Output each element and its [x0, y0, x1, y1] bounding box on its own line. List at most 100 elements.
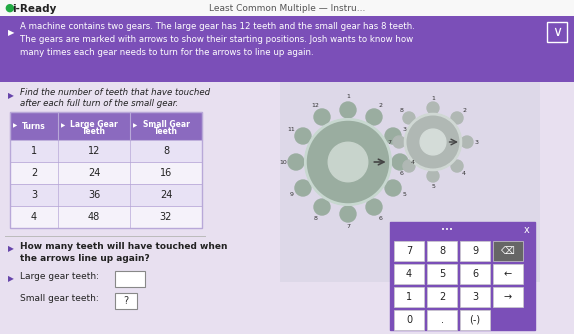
Text: ∨: ∨ — [552, 25, 562, 39]
FancyBboxPatch shape — [390, 222, 535, 238]
Circle shape — [451, 112, 463, 124]
Text: 3: 3 — [402, 127, 406, 132]
Text: Teeth: Teeth — [154, 127, 178, 136]
FancyBboxPatch shape — [460, 310, 490, 330]
Text: 7: 7 — [346, 224, 350, 229]
Circle shape — [314, 109, 330, 125]
FancyBboxPatch shape — [394, 287, 424, 307]
Text: 12: 12 — [88, 146, 100, 156]
Text: ●: ● — [4, 3, 14, 13]
Text: 6: 6 — [379, 216, 382, 221]
Text: ⌫: ⌫ — [501, 246, 515, 256]
FancyBboxPatch shape — [460, 287, 490, 307]
FancyBboxPatch shape — [493, 264, 523, 284]
Text: 1: 1 — [31, 146, 37, 156]
Text: 9: 9 — [290, 192, 294, 197]
Text: ▶: ▶ — [13, 124, 17, 129]
Text: ?: ? — [123, 296, 129, 306]
Circle shape — [366, 109, 382, 125]
Text: ▶: ▶ — [8, 91, 14, 100]
FancyBboxPatch shape — [0, 16, 574, 82]
Text: i-Ready: i-Ready — [12, 4, 56, 14]
FancyBboxPatch shape — [390, 222, 535, 330]
FancyBboxPatch shape — [0, 82, 574, 334]
Text: Find the number of teeth that have touched: Find the number of teeth that have touch… — [20, 88, 210, 97]
Text: 6: 6 — [400, 171, 404, 176]
Text: ▶: ▶ — [8, 244, 14, 253]
Text: 5: 5 — [439, 269, 445, 279]
Text: 2: 2 — [31, 168, 37, 178]
FancyBboxPatch shape — [460, 241, 490, 261]
Text: 12: 12 — [312, 103, 320, 108]
FancyBboxPatch shape — [115, 293, 137, 309]
Text: 7: 7 — [406, 246, 412, 256]
Text: Least Common Multiple — Instru...: Least Common Multiple — Instru... — [209, 4, 365, 13]
FancyBboxPatch shape — [460, 264, 490, 284]
Circle shape — [328, 142, 368, 182]
Text: 2: 2 — [462, 109, 466, 113]
Text: →: → — [504, 292, 512, 302]
Text: 8: 8 — [163, 146, 169, 156]
FancyBboxPatch shape — [10, 184, 202, 206]
FancyBboxPatch shape — [427, 241, 457, 261]
Text: Turns: Turns — [22, 122, 46, 131]
Circle shape — [385, 180, 401, 196]
FancyBboxPatch shape — [547, 22, 567, 42]
FancyBboxPatch shape — [394, 264, 424, 284]
FancyBboxPatch shape — [427, 310, 457, 330]
Text: Large gear teeth:: Large gear teeth: — [20, 272, 99, 281]
Text: 2: 2 — [439, 292, 445, 302]
Circle shape — [427, 102, 439, 114]
Text: 24: 24 — [160, 190, 172, 200]
Circle shape — [403, 112, 415, 124]
Circle shape — [427, 170, 439, 182]
Text: 36: 36 — [88, 190, 100, 200]
Circle shape — [385, 128, 401, 144]
FancyBboxPatch shape — [493, 241, 523, 261]
Text: x: x — [524, 225, 530, 235]
Circle shape — [461, 136, 473, 148]
Text: How many teeth will have touched when: How many teeth will have touched when — [20, 242, 227, 251]
Text: A machine contains two gears. The large gear has 12 teeth and the small gear has: A machine contains two gears. The large … — [20, 22, 415, 31]
Text: 4: 4 — [406, 269, 412, 279]
Text: the arrows line up again?: the arrows line up again? — [20, 254, 150, 263]
FancyBboxPatch shape — [10, 162, 202, 184]
Text: 4: 4 — [411, 160, 415, 165]
Text: 1: 1 — [406, 292, 412, 302]
Text: (-): (-) — [470, 315, 480, 325]
Text: 6: 6 — [472, 269, 478, 279]
Text: .: . — [440, 315, 444, 325]
Circle shape — [340, 206, 356, 222]
FancyBboxPatch shape — [10, 112, 202, 140]
FancyBboxPatch shape — [394, 310, 424, 330]
Text: ▶: ▶ — [8, 274, 14, 283]
FancyBboxPatch shape — [493, 287, 523, 307]
Circle shape — [420, 129, 446, 155]
Circle shape — [392, 154, 408, 170]
Text: ←: ← — [504, 269, 512, 279]
Text: 24: 24 — [88, 168, 100, 178]
Circle shape — [393, 136, 405, 148]
Circle shape — [295, 180, 311, 196]
Text: 3: 3 — [472, 292, 478, 302]
Text: after each full turn of the small gear.: after each full turn of the small gear. — [20, 99, 179, 108]
Text: many times each gear needs to turn for the arrows to line up again.: many times each gear needs to turn for t… — [20, 48, 313, 57]
Text: 2: 2 — [378, 103, 382, 108]
Text: 1: 1 — [431, 96, 435, 101]
FancyBboxPatch shape — [427, 287, 457, 307]
Text: 8: 8 — [400, 109, 404, 113]
Text: 0: 0 — [406, 315, 412, 325]
Text: 32: 32 — [160, 212, 172, 222]
Text: 4: 4 — [462, 171, 466, 176]
Circle shape — [366, 199, 382, 215]
Text: ▶: ▶ — [8, 28, 14, 37]
Circle shape — [295, 128, 311, 144]
FancyBboxPatch shape — [115, 271, 145, 287]
Circle shape — [305, 119, 391, 205]
Text: 8: 8 — [313, 216, 317, 221]
Circle shape — [405, 114, 461, 170]
Text: Small gear teeth:: Small gear teeth: — [20, 294, 99, 303]
FancyBboxPatch shape — [0, 0, 574, 16]
Text: The gears are marked with arrows to show their starting positions. Josh wants to: The gears are marked with arrows to show… — [20, 35, 413, 44]
Text: •••: ••• — [441, 227, 453, 233]
